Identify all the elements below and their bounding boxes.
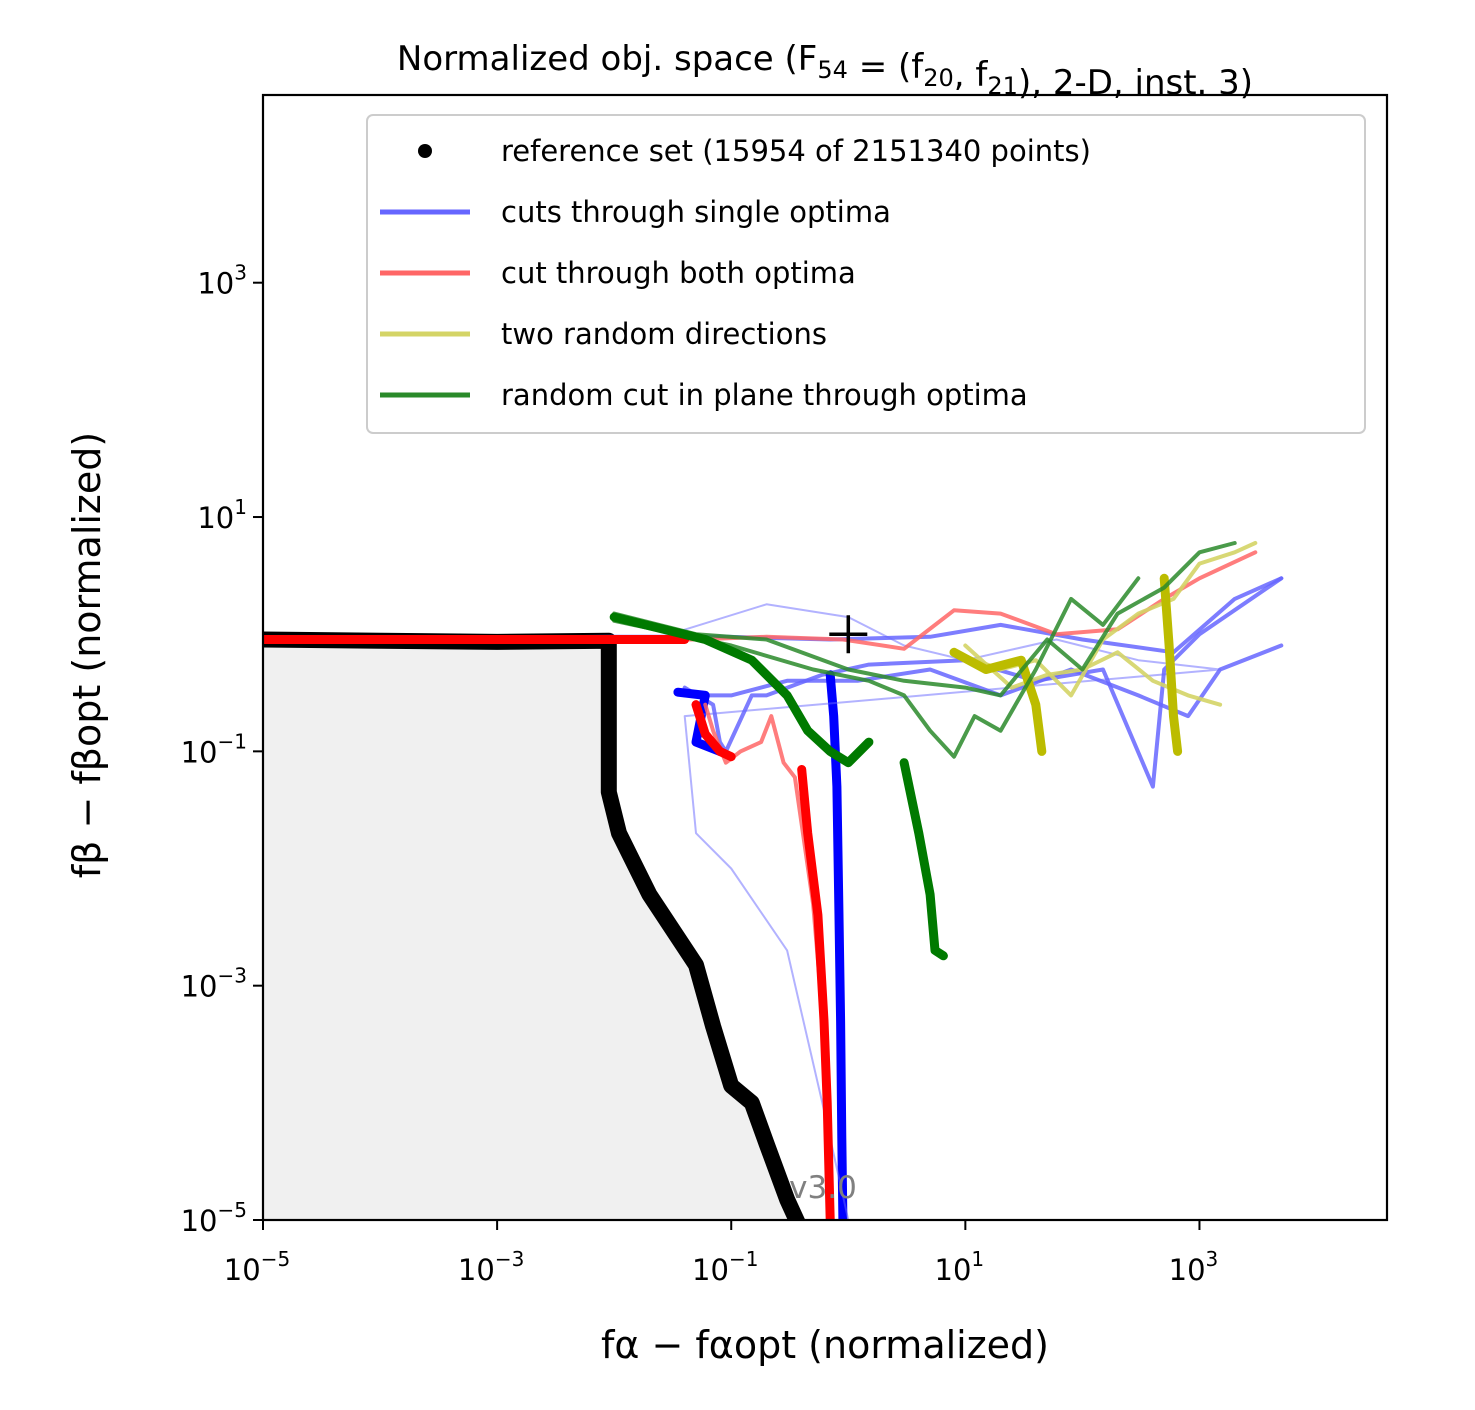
chart-title: Normalized obj. space (F54 = (f20, f21),… [397,39,1253,103]
dominated-region [263,639,802,1220]
legend-label: random cut in plane through optima [501,378,1028,412]
legend-label: two random directions [501,317,827,351]
y-tick-label: 10−1 [181,729,247,769]
legend-label: reference set (15954 of 2151340 points) [501,134,1091,168]
plot-frame [261,93,1389,1222]
y-tick-label: 103 [197,261,247,301]
series-line-19 [899,758,948,961]
series-line-10 [691,700,736,762]
x-axis-title: fα − fαopt (normalized) [601,1323,1049,1367]
optimum-plus-marker [829,615,868,654]
y-axis-title: fβ − fβopt (normalized) [65,432,109,878]
y-axis-ticks: 10−5 10−3 10−1 101 103 [181,261,263,1238]
x-tick-label: 101 [935,1247,985,1287]
series-line-15 [1159,573,1183,756]
legend-label: cuts through single optima [501,195,891,229]
series-layer [263,541,1284,1220]
y-tick-label: 101 [197,495,247,535]
y-tick-label: 10−5 [181,1198,247,1238]
legend-marker [418,144,432,158]
version-label: v3.0 [789,1170,857,1206]
x-tick-label: 10−3 [458,1247,524,1287]
marker-layer [829,615,868,654]
series-line-13 [963,643,1223,707]
series-line-3 [682,576,1284,789]
series-line-14 [949,647,1047,756]
series-line-16 [612,541,1237,698]
x-tick-label: 10−5 [224,1247,290,1287]
series-line-18 [609,612,874,768]
series-line-11 [797,765,835,1220]
y-tick-label: 10−3 [181,964,247,1004]
legend-label: cut through both optima [501,256,856,290]
x-tick-label: 10−1 [692,1247,758,1287]
series-line-6 [669,603,1222,1220]
x-axis-ticks: 10−5 10−3 10−1 101 103 [224,1220,1218,1287]
plot-area [263,541,1284,1220]
x-tick-label: 103 [1169,1247,1219,1287]
legend: reference set (15954 of 2151340 points) c… [366,114,1366,434]
legend-frame [366,114,1366,434]
series-line-4 [825,670,848,1220]
series-line-17 [612,576,1141,759]
